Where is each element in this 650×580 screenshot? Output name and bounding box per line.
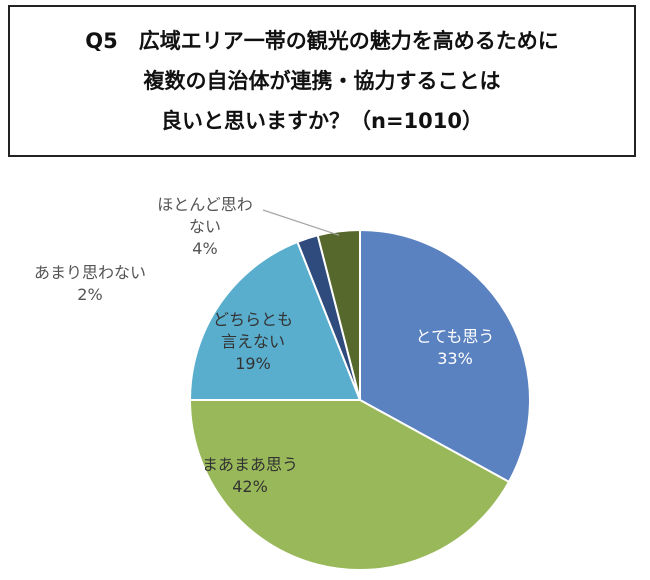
slice-label-maamaa: まあまあ思う — [202, 455, 298, 474]
slice-value-hotondo: 4% — [192, 239, 217, 258]
leader-line-hotondo — [262, 209, 340, 236]
question-line-1: Q5 広域エリア一帯の観光の魅力を高めるために — [85, 29, 559, 53]
slice-value-totemo: 33% — [437, 349, 473, 368]
pie-slice-dochira — [188, 240, 362, 401]
leader-lines — [262, 209, 340, 236]
question-box: Q5 広域エリア一帯の観光の魅力を高めるために 複数の自治体が連携・協力すること… — [8, 5, 636, 157]
slice-label-dochira: どちらとも — [213, 310, 293, 329]
pie-slices — [188, 228, 531, 571]
pie-slice-hotondo — [316, 228, 361, 401]
slice-label-totemo: とても思う — [416, 327, 495, 346]
slice-value-maamaa: 42% — [232, 477, 268, 496]
question-line-2: 複数の自治体が連携・協力することは — [143, 69, 501, 93]
slice-label-hotondo: ほとんど思わ — [157, 195, 253, 214]
slice-label-dochira: 言えない — [221, 332, 285, 351]
pie-slice-totemo — [359, 228, 531, 484]
question-line-3: 良いと思いますか？（n=1010） — [161, 109, 483, 133]
pie-slice-maamaa — [188, 399, 511, 571]
slice-value-dochira: 19% — [235, 354, 271, 373]
slice-label-hotondo: ない — [189, 217, 221, 236]
slice-value-amari: 2% — [77, 285, 102, 304]
slice-label-amari: あまり思わない — [34, 263, 146, 282]
